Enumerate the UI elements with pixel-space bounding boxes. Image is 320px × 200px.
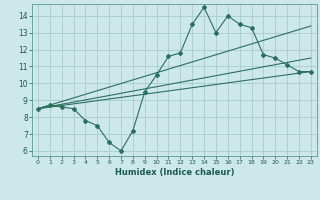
X-axis label: Humidex (Indice chaleur): Humidex (Indice chaleur) xyxy=(115,168,234,177)
